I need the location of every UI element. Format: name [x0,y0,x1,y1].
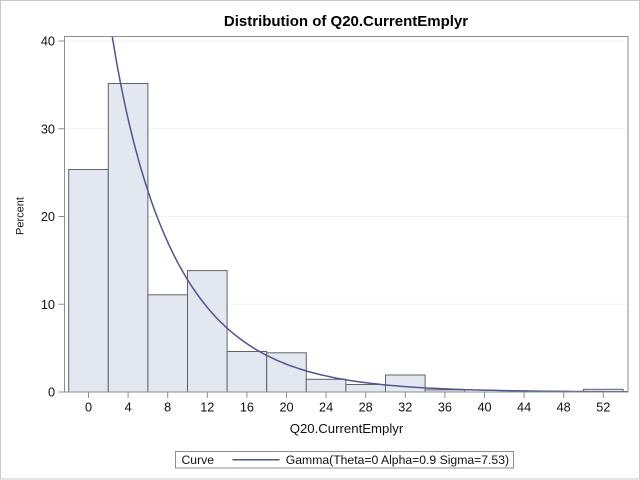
svg-text:8: 8 [164,401,171,415]
svg-text:52: 52 [596,401,610,415]
svg-text:40: 40 [41,35,55,49]
svg-text:0: 0 [48,386,55,400]
svg-text:4: 4 [125,401,132,415]
svg-text:24: 24 [319,401,333,415]
svg-text:0: 0 [85,401,92,415]
svg-text:32: 32 [398,401,412,415]
svg-text:Q20.CurrentEmplyr: Q20.CurrentEmplyr [290,421,404,436]
svg-text:44: 44 [517,401,531,415]
svg-text:16: 16 [240,401,254,415]
svg-text:20: 20 [41,210,55,224]
svg-text:Curve: Curve [182,453,215,467]
svg-text:36: 36 [438,401,452,415]
svg-text:10: 10 [41,298,55,312]
svg-text:48: 48 [557,401,571,415]
svg-text:Percent: Percent [15,197,27,235]
svg-text:Gamma(Theta=0 Alpha=0.9 Sigma=: Gamma(Theta=0 Alpha=0.9 Sigma=7.53) [286,453,509,467]
svg-text:Distribution of Q20.CurrentEmp: Distribution of Q20.CurrentEmplyr [224,13,468,30]
svg-text:40: 40 [477,401,491,415]
svg-text:12: 12 [200,401,214,415]
svg-text:30: 30 [41,122,55,136]
svg-text:28: 28 [359,401,373,415]
svg-text:20: 20 [279,401,293,415]
